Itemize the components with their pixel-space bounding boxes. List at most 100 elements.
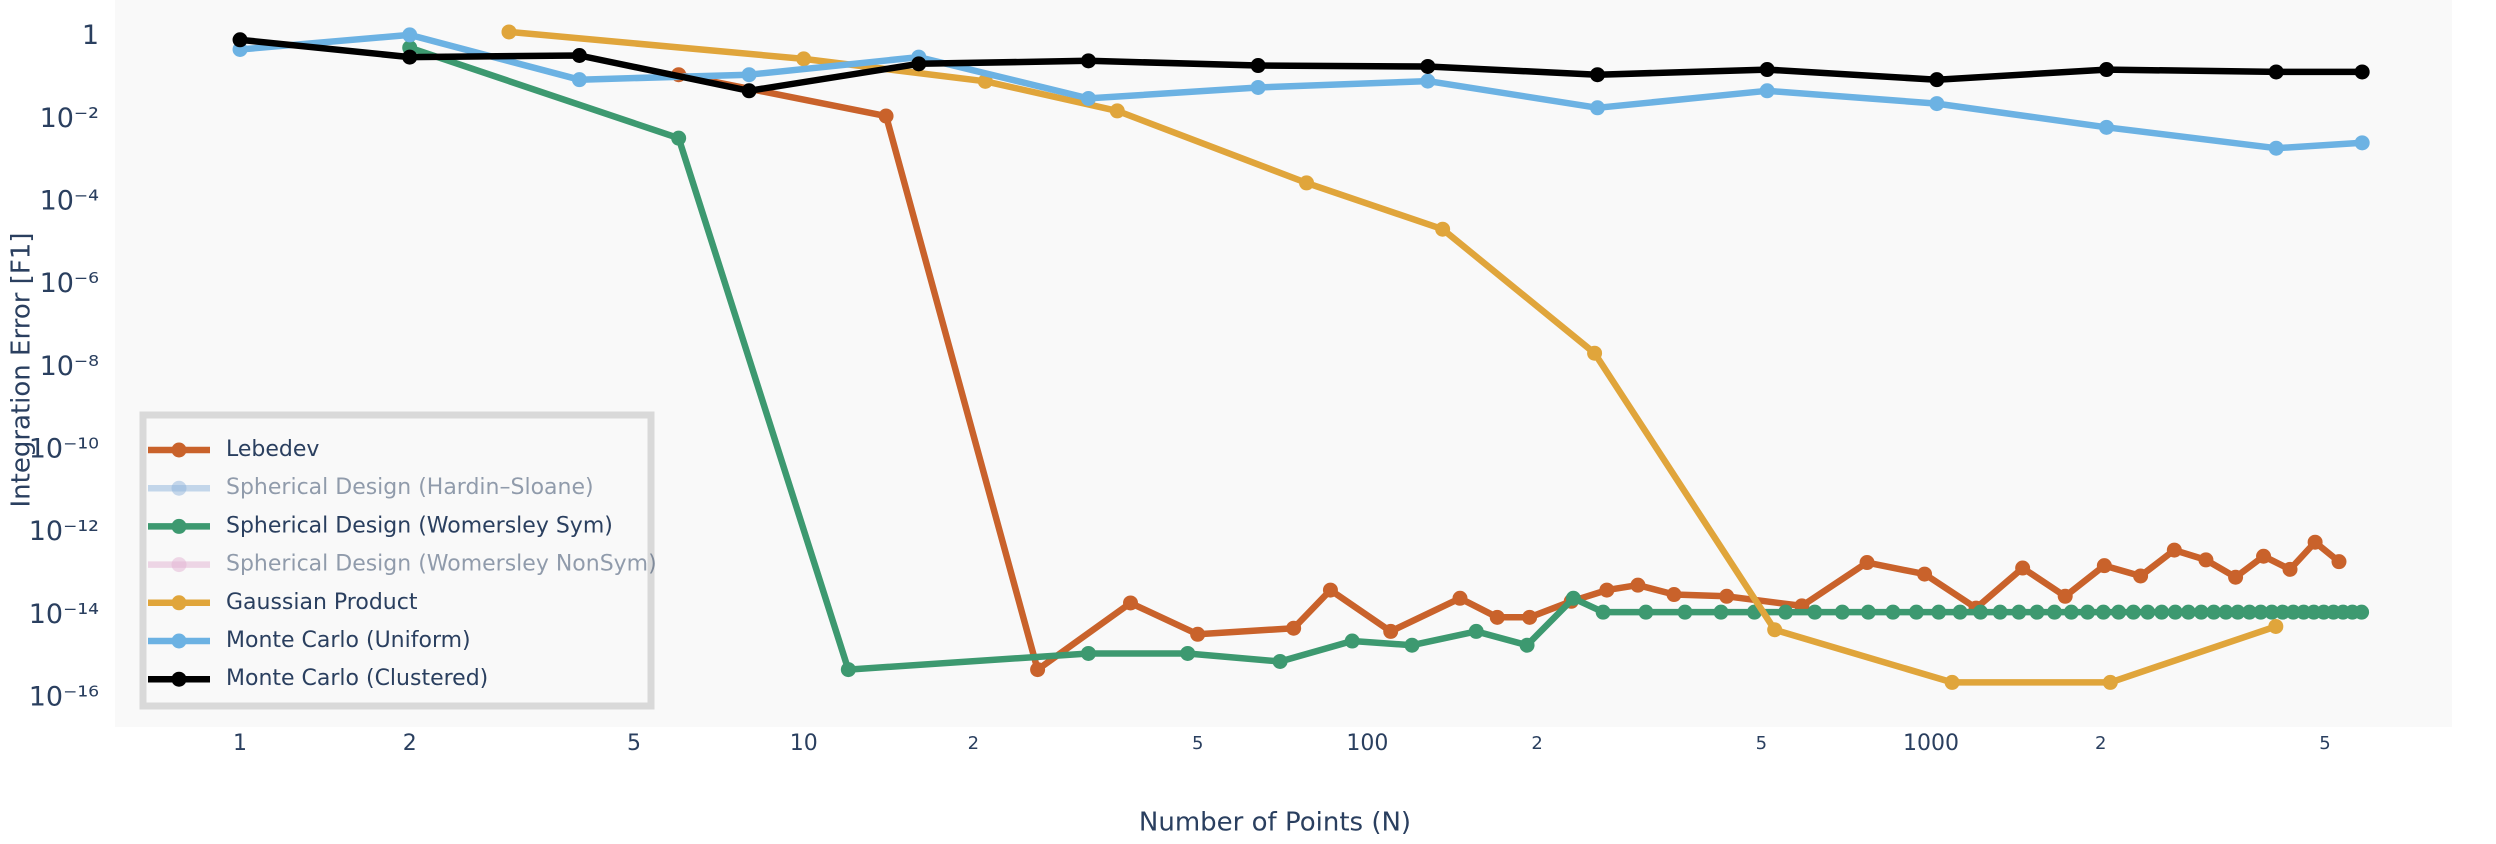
data-point: [2133, 568, 2149, 584]
data-point: [2241, 604, 2257, 620]
data-point: [2354, 135, 2370, 151]
data-point: [2102, 674, 2118, 690]
data-point: [1973, 604, 1989, 620]
data-point: [2167, 604, 2183, 620]
y-tick-label: 10⁻⁴: [40, 186, 99, 217]
data-point: [1759, 83, 1775, 99]
data-point: [1286, 620, 1302, 636]
x-tick-label: 2: [968, 733, 979, 754]
y-axis-title: Integration Error [F1]: [7, 233, 37, 508]
series-line: [239, 36, 2363, 95]
data-point: [1435, 221, 1451, 237]
plot: [232, 24, 2370, 690]
x-tick-label: 10: [790, 731, 818, 756]
data-point: [2011, 604, 2027, 620]
data-point: [501, 24, 517, 40]
x-tick-label: 1000: [1903, 731, 1959, 756]
data-point: [1885, 604, 1901, 620]
data-point: [911, 56, 927, 72]
data-point: [1299, 175, 1315, 191]
data-point: [1404, 637, 1420, 653]
data-point: [840, 662, 856, 678]
data-point: [1929, 96, 1945, 112]
data-point: [1589, 67, 1605, 83]
data-point: [796, 51, 812, 67]
data-point: [1677, 604, 1693, 620]
data-point: [2285, 604, 2301, 620]
legend-label[interactable]: Lebedev: [226, 437, 319, 462]
legend-swatch: [171, 633, 187, 649]
x-tick-label: 5: [1192, 733, 1203, 754]
x-tick-label: 5: [1756, 733, 1767, 754]
data-point: [1931, 604, 1947, 620]
data-point: [1080, 53, 1096, 69]
data-point: [1952, 604, 1968, 620]
legend-swatch: [171, 442, 187, 458]
data-point: [2268, 618, 2284, 634]
data-point: [402, 27, 418, 43]
data-point: [741, 67, 757, 83]
data-point: [1383, 623, 1399, 639]
data-point: [2166, 542, 2182, 558]
data-point: [1030, 662, 1046, 678]
data-point: [2230, 604, 2246, 620]
data-point: [1589, 100, 1605, 116]
data-point: [2354, 604, 2370, 620]
data-point: [1180, 645, 1196, 661]
data-point: [1250, 79, 1266, 95]
data-point: [2095, 604, 2111, 620]
data-point: [1080, 90, 1096, 106]
data-point: [1778, 604, 1794, 620]
data-point: [1908, 604, 1924, 620]
data-point: [2218, 604, 2234, 620]
legend-label[interactable]: Spherical Design (Womersley Sym): [226, 513, 613, 538]
data-point: [977, 73, 993, 89]
data-point: [1272, 653, 1288, 669]
legend-label[interactable]: Spherical Design (Womersley NonSym): [226, 552, 657, 577]
data-point: [1587, 345, 1603, 361]
data-point: [2180, 604, 2196, 620]
data-point: [402, 49, 418, 65]
data-point: [1565, 590, 1581, 606]
data-point: [1080, 645, 1096, 661]
data-point: [2057, 588, 2073, 604]
y-tick-label: 10⁻¹²: [29, 516, 99, 547]
data-point: [2354, 64, 2370, 80]
legend-label[interactable]: Spherical Design (Hardin–Sloane): [226, 475, 594, 500]
legend-swatch: [171, 595, 187, 611]
x-tick-label: 1: [233, 731, 247, 756]
legend-swatch: [171, 480, 187, 496]
data-point: [1859, 555, 1875, 571]
data-point: [1123, 595, 1139, 611]
data-point: [2268, 64, 2284, 80]
series-line: [239, 31, 2363, 152]
legend-box: [139, 411, 655, 710]
data-point: [1519, 637, 1535, 653]
data-point: [2096, 558, 2112, 574]
data-point: [2015, 560, 2031, 576]
data-point: [2253, 604, 2269, 620]
data-point: [1190, 626, 1206, 642]
data-point: [1109, 103, 1125, 119]
legend-label[interactable]: Monte Carlo (Uniform): [226, 628, 471, 653]
data-point: [1807, 604, 1823, 620]
legend-label[interactable]: Monte Carlo (Clustered): [226, 666, 488, 691]
data-point: [1917, 566, 1933, 582]
legend-label[interactable]: Gaussian Product: [226, 590, 418, 615]
x-tick-label: 5: [627, 731, 641, 756]
data-point: [2206, 604, 2222, 620]
data-point: [2154, 604, 2170, 620]
data-point: [1630, 577, 1646, 593]
data-point: [2331, 554, 2347, 570]
data-point: [1599, 582, 1615, 598]
y-tick-label: 10⁻⁸: [40, 351, 99, 382]
data-point: [232, 32, 248, 48]
data-point: [2111, 604, 2127, 620]
data-point: [2198, 552, 2214, 568]
data-point: [2046, 604, 2062, 620]
y-tick-label: 1: [82, 20, 99, 51]
data-point: [2275, 604, 2291, 620]
x-tick-label: 2: [1531, 733, 1542, 754]
data-point: [1420, 58, 1436, 74]
